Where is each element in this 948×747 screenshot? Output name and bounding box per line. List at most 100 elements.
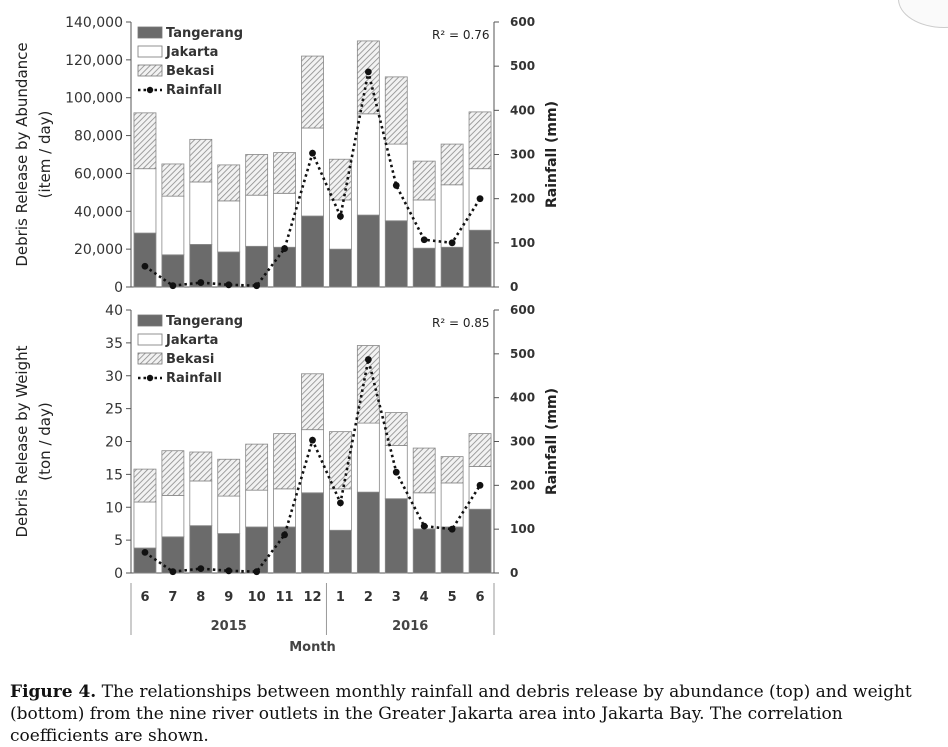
caption-lead: Figure 4.	[10, 682, 97, 702]
rainfall-point-11	[420, 522, 428, 530]
y-axis-title-units: (item / day)	[36, 111, 54, 199]
y-axis-title: Debris Release by Weight	[13, 345, 31, 537]
y2-tick-label: 400	[510, 103, 535, 117]
x-tick-label: 11	[276, 590, 294, 605]
bar-tangerang-9	[356, 491, 380, 574]
bar-tangerang-12	[440, 526, 464, 574]
bar-tangerang-10	[384, 220, 408, 288]
bar-bekasi-8	[329, 158, 352, 201]
legend-label-tangerang: Tangerang	[166, 314, 243, 329]
legend-swatch-rainfall-dot	[146, 374, 154, 382]
legend-swatch-bekasi	[137, 352, 163, 365]
y2-tick-label: 500	[510, 59, 535, 73]
x-tick-label: 8	[196, 590, 205, 605]
y2-tick-label: 0	[510, 566, 518, 580]
y-tick-label: 40	[105, 303, 123, 319]
y2-tick-label: 100	[510, 522, 535, 536]
y-tick-label: 10	[105, 500, 123, 516]
x-tick-label: 1	[336, 590, 345, 605]
rainfall-point-9	[364, 356, 372, 363]
bar-bekasi-7	[301, 55, 324, 129]
rainfall-point-6	[281, 245, 288, 252]
bar-bekasi-3	[189, 138, 213, 183]
legend-label-bekasi: Bekasi	[166, 352, 214, 367]
legend-label-jakarta: Jakarta	[165, 45, 218, 60]
rainfall-point-6	[281, 531, 288, 539]
bar-bekasi-6	[273, 152, 296, 194]
bar-tangerang-1	[133, 232, 157, 288]
y-axis-title: Debris Release by Abundance	[13, 42, 31, 266]
x-tick-label: 5	[448, 590, 457, 605]
rainfall-point-8	[337, 212, 344, 220]
y-tick-label: 5	[114, 533, 123, 549]
bar-tangerang-11	[412, 247, 436, 288]
bar-tangerang-7	[301, 492, 324, 574]
rainfall-point-3	[197, 279, 205, 286]
y-tick-label: 100,000	[65, 91, 123, 107]
bar-tangerang-2	[161, 254, 185, 288]
bar-jakarta-9	[356, 422, 380, 493]
x-tick-label: 12	[303, 590, 321, 605]
legend-swatch-bekasi	[137, 64, 163, 77]
bar-tangerang-13	[468, 508, 492, 574]
bar-bekasi-8	[329, 431, 352, 490]
bar-bekasi-5	[245, 443, 269, 491]
r2-annotation: R² = 0.76	[432, 28, 490, 42]
rainfall-point-13	[476, 481, 484, 489]
y-axis-title-units: (ton / day)	[36, 402, 54, 480]
bar-bekasi-13	[468, 111, 492, 170]
bar-jakarta-4	[217, 495, 241, 534]
legend-swatch-jakarta	[137, 333, 163, 346]
rainfall-point-8	[337, 499, 344, 507]
y2-tick-label: 300	[510, 148, 535, 162]
y-tick-label: 40,000	[74, 204, 123, 220]
y-tick-label: 60,000	[74, 166, 123, 182]
rainfall-point-10	[392, 182, 400, 189]
bar-jakarta-7	[301, 127, 324, 217]
bar-tangerang-11	[412, 528, 436, 574]
x-tick-label: 3	[392, 590, 401, 605]
y2-tick-label: 200	[510, 192, 535, 206]
y-tick-label: 20	[105, 435, 123, 451]
bar-jakarta-6	[273, 488, 296, 528]
rainfall-point-12	[448, 239, 456, 247]
bar-bekasi-12	[440, 456, 464, 484]
bar-jakarta-12	[440, 184, 464, 248]
year-label-2015: 2015	[211, 619, 247, 634]
bar-jakarta-9	[356, 113, 380, 216]
legend-swatch-jakarta	[137, 45, 163, 58]
rainfall-point-10	[392, 468, 400, 476]
bar-tangerang-7	[301, 215, 324, 288]
y2-axis-title: Rainfall (mm)	[544, 101, 560, 208]
y-tick-label: 0	[114, 566, 123, 582]
x-tick-label: 6	[140, 590, 149, 605]
legend-swatch-tangerang	[137, 26, 163, 39]
bar-bekasi-6	[273, 433, 296, 490]
legend-label-bekasi: Bekasi	[166, 64, 214, 79]
rainfall-point-4	[225, 281, 233, 289]
x-tick-label: 10	[248, 590, 266, 605]
caption-text: The relationships between monthly rainfa…	[10, 682, 912, 746]
y-tick-label: 140,000	[65, 15, 123, 31]
legend-swatch-rainfall-dot	[146, 86, 154, 94]
rainfall-point-5	[253, 282, 261, 290]
bar-tangerang-10	[384, 498, 408, 574]
y2-tick-label: 600	[510, 15, 535, 29]
bar-tangerang-4	[217, 533, 241, 574]
bar-tangerang-8	[329, 248, 352, 288]
bar-tangerang-12	[440, 246, 464, 288]
bar-bekasi-4	[217, 458, 241, 497]
rainfall-point-7	[309, 149, 316, 157]
y-tick-label: 0	[114, 280, 123, 296]
y2-axis-title: Rainfall (mm)	[544, 388, 560, 495]
rainfall-point-2	[169, 282, 177, 290]
bar-bekasi-2	[161, 163, 185, 197]
bar-jakarta-12	[440, 482, 464, 528]
rainfall-point-11	[420, 236, 428, 244]
y2-tick-label: 100	[510, 236, 535, 250]
y-tick-label: 120,000	[65, 53, 123, 69]
bar-bekasi-12	[440, 143, 464, 186]
rainfall-point-1	[141, 548, 149, 556]
bar-bekasi-2	[161, 450, 185, 496]
bar-jakarta-3	[189, 181, 213, 245]
